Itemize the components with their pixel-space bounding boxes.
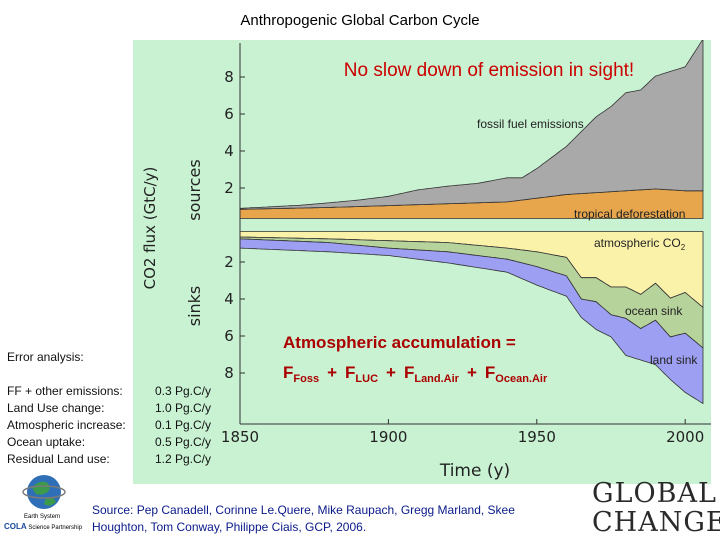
eq-plus-2: + xyxy=(386,363,396,382)
y-tick-label: 8 xyxy=(224,364,234,382)
x-tick-label: 2000 xyxy=(666,428,704,446)
chart-panel: 2 4 6 8 2 4 6 8 1850 1900 1950 2000 sources sinks C… xyxy=(133,40,711,484)
globe-icon xyxy=(22,475,66,509)
logo-text-change: CHANGE xyxy=(592,507,720,538)
label-atmospheric-co2: atmospheric CO2 xyxy=(594,236,686,252)
error-value: 0.5 Pg.C/y xyxy=(154,435,211,449)
source-line-1: Source: Pep Canadell, Corinne Le.Quere, … xyxy=(92,503,515,517)
slide-title: Anthropogenic Global Carbon Cycle xyxy=(240,12,480,29)
x-tick-label: 1900 xyxy=(369,428,407,446)
error-label: FF + other emissions: xyxy=(7,384,123,398)
earth-system-logo: Earth System COLA Science Partnership xyxy=(4,470,84,536)
eq-sub-ocean: Ocean.Air xyxy=(495,373,548,385)
error-label: Residual Land use: xyxy=(7,452,110,466)
y-tick-label: 4 xyxy=(224,290,234,308)
logo-text-science: Science Partnership xyxy=(28,525,83,531)
error-analysis-heading: Error analysis: xyxy=(7,350,84,364)
y-tick-label: 2 xyxy=(224,179,234,197)
error-row: Residual Land use: 1.2 Pg.C/y xyxy=(7,451,211,468)
eq-f-foss: F xyxy=(283,363,293,382)
area-layer xyxy=(239,40,704,405)
y-tick-label: 6 xyxy=(224,327,234,345)
global-change-logo: GLOBAL CHANGE xyxy=(592,478,720,538)
eq-plus-3: + xyxy=(467,363,477,382)
y-tick-label: 8 xyxy=(224,68,234,86)
eq-sub-luc: LUC xyxy=(355,373,378,385)
error-analysis: Error analysis: FF + other emissions: 0.3… xyxy=(7,349,211,468)
logo-text-cola-mark: COLA xyxy=(4,522,27,531)
headline: No slow down of emission in sight! xyxy=(344,60,634,81)
label-fossil-fuel: fossil fuel emissions xyxy=(477,117,584,131)
source-line-2: Houghton, Tom Conway, Philippe Ciais, GC… xyxy=(92,520,367,534)
error-value: 1.2 Pg.C/y xyxy=(154,452,211,466)
source-citation: Source: Pep Canadell, Corinne Le.Quere, … xyxy=(92,502,592,536)
eq-plus-1: + xyxy=(327,363,337,382)
error-label: Land Use change: xyxy=(7,401,105,415)
error-row: Atmospheric increase: 0.1 Pg.C/y xyxy=(7,417,211,434)
logo-text-global: GLOBAL xyxy=(592,478,717,509)
error-value: 1.0 Pg.C/y xyxy=(154,401,211,415)
area-fossil-fuel-emissions xyxy=(239,40,704,210)
x-tick-label: 1950 xyxy=(518,428,556,446)
error-row: Land Use change: 1.0 Pg.C/y xyxy=(7,400,211,417)
y-tick-label: 4 xyxy=(224,142,234,160)
label-tropical-deforestation: tropical deforestation xyxy=(574,207,685,221)
y-tick-label: 6 xyxy=(224,105,234,123)
area-land-sink xyxy=(239,238,704,405)
equation-line2: FFoss + FLUC + FLand.Air + FOcean.Air xyxy=(283,363,548,385)
label-atmospheric-co2-sub: 2 xyxy=(681,243,686,252)
x-tick-label: 1850 xyxy=(221,428,259,446)
label-atmospheric-co2-text: atmospheric CO xyxy=(594,236,681,250)
logo-text-earth-system: Earth System xyxy=(24,514,61,520)
eq-f-land: F xyxy=(404,363,414,382)
eq-f-ocean: F xyxy=(485,363,495,382)
y-axis-title: CO2 flux (GtC/y) xyxy=(141,167,159,290)
eq-sub-land: Land.Air xyxy=(414,373,459,385)
error-value: 0.1 Pg.C/y xyxy=(154,418,211,432)
x-axis-title: Time (y) xyxy=(439,461,510,481)
error-label: Ocean uptake: xyxy=(7,435,86,449)
y-group-label-sinks: sinks xyxy=(185,286,204,327)
label-land-sink: land sink xyxy=(650,353,698,367)
eq-f-luc: F xyxy=(345,363,355,382)
y-tick-label: 2 xyxy=(224,253,234,271)
label-ocean-sink: ocean sink xyxy=(625,304,683,318)
error-row: FF + other emissions: 0.3 Pg.C/y xyxy=(7,383,211,400)
y-group-label-sources: sources xyxy=(185,159,204,220)
logo-text-cola: COLA Science Partnership xyxy=(4,522,82,531)
carbon-flux-chart: 2 4 6 8 2 4 6 8 1850 1900 1950 2000 sources sinks C… xyxy=(141,40,711,481)
eq-sub-foss: Foss xyxy=(293,373,319,385)
error-value: 0.3 Pg.C/y xyxy=(154,384,211,398)
tick-layer: 2 4 6 8 2 4 6 8 1850 1900 1950 2000 xyxy=(221,68,704,446)
equation-line1: Atmospheric accumulation = xyxy=(283,333,516,352)
error-row: Ocean uptake: 0.5 Pg.C/y xyxy=(7,434,211,451)
axes-layer xyxy=(239,43,711,425)
error-label: Atmospheric increase: xyxy=(7,418,126,432)
